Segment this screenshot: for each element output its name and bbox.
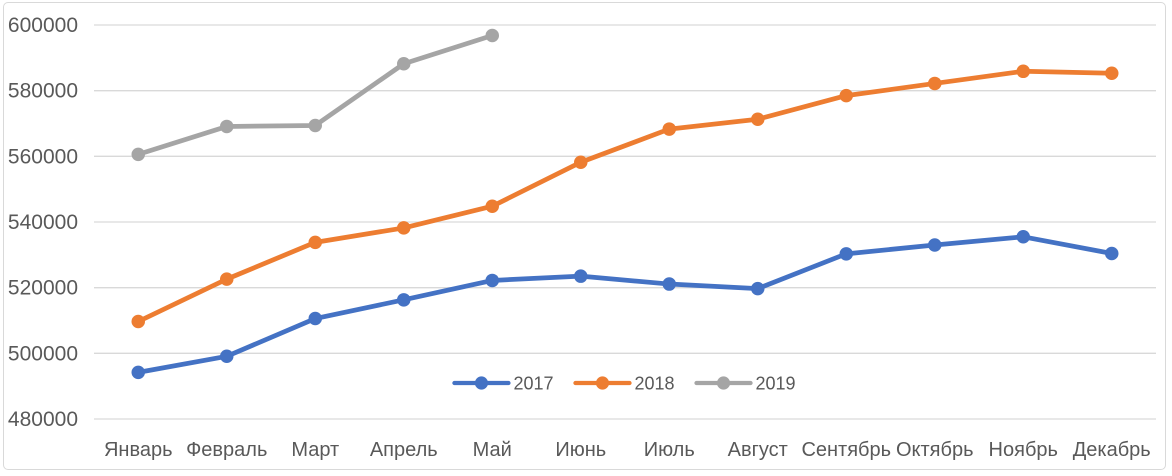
y-axis-tick-label: 520000	[8, 277, 78, 300]
data-point-2018	[751, 112, 765, 126]
data-point-2018	[928, 76, 942, 91]
data-point-2017	[574, 269, 588, 283]
data-point-2018	[574, 155, 588, 169]
legend-swatch-marker-2017	[474, 376, 489, 390]
legend-label-2019: 2019	[756, 374, 796, 394]
series-line-2018	[135, 68, 1115, 324]
x-axis-tick-label: Ноябрь	[989, 439, 1058, 461]
data-point-2017	[485, 273, 499, 288]
x-axis-tick-label: Декабрь	[1073, 439, 1151, 461]
legend-label-2017: 2017	[513, 374, 553, 394]
data-point-2018	[1016, 64, 1030, 79]
data-point-2018	[131, 314, 145, 329]
data-point-2019	[220, 119, 234, 134]
data-point-2017	[839, 247, 853, 261]
data-point-2019	[131, 147, 145, 162]
legend-swatch-marker-2018	[595, 376, 610, 390]
data-point-2017	[131, 365, 145, 380]
legend-label-2018: 2018	[634, 374, 674, 394]
data-point-2018	[1105, 66, 1119, 81]
data-point-2017	[220, 349, 234, 364]
x-axis-tick-label: Июнь	[555, 439, 606, 461]
legend-swatch-marker-2019	[716, 376, 731, 390]
data-point-2017	[1016, 230, 1030, 244]
series-line-2019	[135, 33, 495, 157]
x-axis-tick-label: Февраль	[186, 439, 267, 461]
data-point-2017	[751, 281, 765, 296]
y-axis-tick-label: 600000	[8, 14, 78, 37]
data-point-2018	[839, 88, 853, 103]
x-axis-tick-label: Март	[291, 439, 339, 461]
data-point-2017	[1105, 246, 1119, 261]
x-axis-tick-label: Январь	[104, 439, 173, 461]
data-point-2018	[662, 122, 676, 136]
data-point-2017	[928, 238, 942, 252]
data-point-2019	[397, 56, 411, 71]
data-point-2017	[662, 277, 676, 291]
x-axis-tick-label: Июль	[644, 439, 695, 461]
x-axis-tick-label: Май	[473, 439, 512, 461]
x-axis-tick-label: Август	[728, 439, 788, 461]
x-axis-tick-label: Октябрь	[896, 439, 974, 461]
x-axis-tick-label: Сентябрь	[801, 439, 891, 461]
data-point-2018	[308, 235, 322, 250]
data-point-2018	[397, 221, 411, 235]
y-axis-tick-label: 560000	[8, 145, 78, 168]
data-point-2019	[485, 28, 499, 43]
y-axis-tick-label: 500000	[8, 342, 78, 365]
data-point-2017	[308, 311, 322, 326]
data-point-2019	[308, 118, 322, 133]
y-axis-tick-label: 580000	[8, 80, 78, 103]
x-axis-tick-label: Апрель	[370, 439, 438, 461]
y-axis-tick-label: 540000	[8, 211, 78, 234]
data-point-2018	[220, 272, 234, 286]
y-axis-tick-label: 480000	[8, 408, 78, 431]
data-point-2018	[485, 199, 499, 213]
series-line-2017	[135, 234, 1115, 375]
data-point-2017	[397, 293, 411, 307]
